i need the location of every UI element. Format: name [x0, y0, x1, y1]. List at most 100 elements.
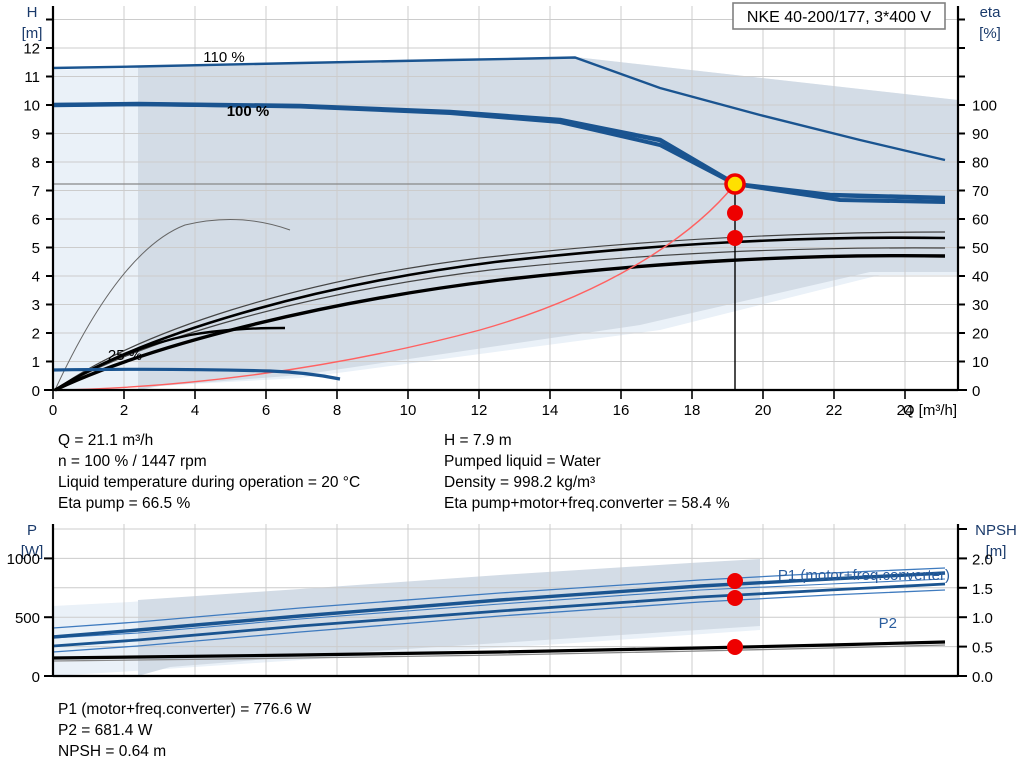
bottom-right-axis-title-unit: [m]	[986, 543, 1007, 560]
svg-text:70: 70	[972, 183, 989, 200]
duty-marker-head[interactable]	[724, 173, 746, 195]
curve-label-110: 110 %	[203, 49, 244, 66]
pump-title-text: NKE 40-200/177, 3*400 V	[747, 9, 931, 26]
svg-text:40: 40	[972, 269, 989, 286]
duty-right-line-2: Pumped liquid = Water	[444, 453, 601, 470]
eta-total-curve	[54, 254, 946, 392]
svg-text:50: 50	[972, 240, 989, 257]
svg-text:1: 1	[32, 354, 40, 371]
bottom-left-tick-labels: 0 500 1000	[7, 551, 40, 686]
head-curve-100-shadow	[52, 102, 946, 204]
head-efficiency-chart: H [m] eta [%] 0 1 2 3 4 5 6 7 8 9 10 11 …	[22, 2, 1002, 419]
top-x-axis-title: Q [m³/h]	[903, 402, 957, 419]
series-label-p1: P1 (motor+freq.converter)	[778, 567, 950, 584]
head-curve-110	[52, 56, 946, 162]
bottom-left-axis-title-symbol: P	[27, 522, 37, 539]
eta-thin-arc	[54, 219, 291, 391]
top-range-band	[53, 57, 958, 390]
svg-text:1.5: 1.5	[972, 581, 993, 598]
top-x-tick-labels: 0 2 4 6 8 10 12 14 16 18 20 22 24	[49, 402, 914, 419]
svg-text:2: 2	[120, 402, 128, 419]
top-right-axis-title-unit: [%]	[979, 25, 1001, 42]
top-left-ticks	[44, 18, 53, 391]
svg-text:10: 10	[972, 354, 989, 371]
svg-text:4: 4	[32, 269, 40, 286]
p1-curve	[52, 571, 946, 639]
top-x-ticks	[52, 390, 906, 399]
duty-left-line-4: Eta pump = 66.5 %	[58, 495, 191, 512]
p2-curve	[52, 582, 946, 648]
svg-text:5: 5	[32, 240, 40, 257]
svg-text:0.0: 0.0	[972, 669, 993, 686]
duty-right-line-4: Eta pump+motor+freq.converter = 58.4 %	[444, 495, 730, 512]
svg-text:3: 3	[32, 297, 40, 314]
p2-thin-lower-curve	[52, 589, 946, 653]
top-right-ticks	[958, 18, 967, 391]
svg-text:90: 90	[972, 126, 989, 143]
duty-marker-p1[interactable]	[727, 573, 743, 589]
svg-text:1.0: 1.0	[972, 610, 993, 627]
svg-text:20: 20	[972, 326, 989, 343]
eta-pump-curve	[54, 236, 946, 392]
svg-text:7: 7	[32, 183, 40, 200]
svg-text:10: 10	[400, 402, 417, 419]
system-curve	[54, 183, 736, 391]
duty-left-line-1: Q = 21.1 m³/h	[58, 432, 154, 449]
bottom-right-axis-title-symbol: NPSH	[975, 522, 1017, 539]
svg-text:9: 9	[32, 126, 40, 143]
svg-text:2.0: 2.0	[972, 551, 993, 568]
npsh-curve	[52, 640, 946, 660]
bottom-left-axis-title-unit: [W]	[21, 543, 44, 560]
svg-text:60: 60	[972, 212, 989, 229]
power-line-2: P2 = 681.4 W	[58, 722, 153, 739]
duty-marker-eta-pump[interactable]	[727, 230, 743, 246]
svg-text:20: 20	[755, 402, 772, 419]
svg-text:8: 8	[32, 155, 40, 172]
svg-text:0.5: 0.5	[972, 640, 993, 657]
top-right-axis-title-symbol: eta	[980, 4, 1002, 21]
svg-text:22: 22	[826, 402, 843, 419]
svg-text:2: 2	[32, 326, 40, 343]
duty-marker-eta-total[interactable]	[727, 205, 743, 221]
svg-text:6: 6	[262, 402, 270, 419]
svg-text:1000: 1000	[7, 551, 40, 568]
p-thin-mid-curve	[52, 578, 946, 639]
duty-left-line-2: n = 100 % / 1447 rpm	[58, 453, 207, 470]
curve-label-100: 100 %	[227, 103, 270, 120]
duty-right-line-1: H = 7.9 m	[444, 432, 512, 449]
svg-text:0: 0	[32, 669, 40, 686]
top-left-tick-labels: 0 1 2 3 4 5 6 7 8 9 10 11 12	[23, 41, 40, 401]
eta-curve-thin-upper	[54, 231, 946, 391]
duty-marker-npsh[interactable]	[727, 639, 743, 655]
svg-text:0: 0	[49, 402, 57, 419]
series-label-p2: P2	[879, 615, 897, 632]
duty-marker-p2[interactable]	[727, 590, 743, 606]
svg-text:12: 12	[23, 41, 40, 58]
svg-text:8: 8	[333, 402, 341, 419]
p1-thin-upper-curve	[52, 567, 946, 629]
bottom-right-ticks	[958, 528, 967, 677]
head-curve-25	[52, 367, 341, 381]
duty-right-line-3: Density = 998.2 kg/m³	[444, 474, 596, 491]
svg-text:16: 16	[613, 402, 630, 419]
pump-title-box	[732, 2, 946, 30]
top-left-axis-title-symbol: H	[27, 4, 38, 21]
bottom-right-tick-labels: 0.0 0.5 1.0 1.5 2.0	[972, 551, 993, 686]
svg-text:10: 10	[23, 98, 40, 115]
svg-text:30: 30	[972, 297, 989, 314]
svg-text:6: 6	[32, 212, 40, 229]
svg-text:24: 24	[897, 402, 914, 419]
duty-left-line-3: Liquid temperature during operation = 20…	[58, 474, 361, 491]
npsh-thin-curve	[52, 644, 946, 662]
svg-text:18: 18	[684, 402, 701, 419]
power-line-1: P1 (motor+freq.converter) = 776.6 W	[58, 701, 312, 718]
curve-label-25: 25 %	[108, 347, 142, 364]
bottom-left-ticks	[44, 557, 53, 677]
svg-text:0: 0	[32, 383, 40, 400]
top-right-tick-labels: 0 10 20 30 40 50 60 70 80 90 100	[972, 98, 997, 401]
svg-text:0: 0	[972, 383, 980, 400]
svg-text:80: 80	[972, 155, 989, 172]
svg-text:100: 100	[972, 98, 997, 115]
power-npsh-chart: P [W] NPSH [m] 0 500 1000 0.0 0.5 1.0 1.…	[7, 522, 1017, 686]
svg-text:4: 4	[191, 402, 199, 419]
